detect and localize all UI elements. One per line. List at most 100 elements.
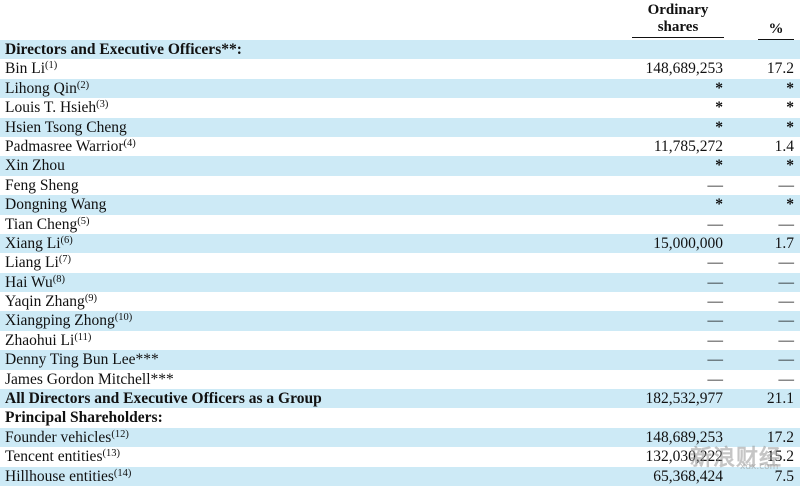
row-percent: — bbox=[778, 370, 795, 388]
row-name: Liang Li(7) bbox=[5, 253, 71, 272]
row-percent: — bbox=[778, 293, 795, 311]
footnote-marker: (6) bbox=[60, 234, 73, 246]
table-row: Padmasree Warrior(4) 11,785,272 1.4 bbox=[0, 137, 800, 156]
row-name: Feng Sheng bbox=[5, 176, 79, 195]
row-name-text: Louis T. Hsieh bbox=[5, 99, 97, 117]
row-name-text: Lihong Qin bbox=[5, 79, 77, 97]
row-name-text: Xiangping Zhong bbox=[5, 312, 115, 330]
table-row: Founder vehicles(12) 148,689,253 17.2 bbox=[0, 427, 800, 448]
row-ordinary-shares: 182,532,977 bbox=[645, 390, 724, 408]
footnote-marker: (4) bbox=[123, 137, 136, 149]
table-header: Ordinary shares % bbox=[0, 0, 800, 40]
row-name-text: Principal Shareholders: bbox=[5, 409, 163, 427]
table-row: James Gordon Mitchell*** — — bbox=[0, 370, 800, 389]
row-name-text: Liang Li bbox=[5, 254, 59, 272]
row-ordinary-shares: — bbox=[707, 370, 724, 388]
table-row: Dongning Wang * * bbox=[0, 195, 800, 215]
table-row: Tian Cheng(5) — — bbox=[0, 215, 800, 234]
row-name: Tencent entities(13) bbox=[5, 447, 120, 466]
row-name-text: Feng Sheng bbox=[5, 176, 79, 194]
row-name-text: Xin Zhou bbox=[5, 157, 65, 175]
row-name-text: James Gordon Mitchell*** bbox=[5, 370, 174, 388]
table-row: Xiang Li(6) 15,000,000 1.7 bbox=[0, 233, 800, 254]
table-row: Lihong Qin(2) * * bbox=[0, 78, 800, 99]
table-row: Principal Shareholders: bbox=[0, 408, 800, 427]
footnote-marker: (8) bbox=[52, 273, 65, 285]
row-percent: — bbox=[778, 254, 795, 272]
row-name: Dongning Wang bbox=[5, 195, 106, 214]
column-header-ordinary-shares: Ordinary shares bbox=[632, 2, 724, 38]
table-row: All Directors and Executive Officers as … bbox=[0, 389, 800, 409]
row-percent: * bbox=[786, 99, 794, 117]
row-name: Lihong Qin(2) bbox=[5, 79, 89, 98]
row-percent: 17.2 bbox=[766, 428, 794, 446]
row-name: Xiangping Zhong(10) bbox=[5, 311, 132, 330]
table-row: Hillhouse entities(14) 65,368,424 7.5 bbox=[0, 466, 800, 486]
footnote-marker: (9) bbox=[84, 293, 98, 305]
row-ordinary-shares: * bbox=[715, 118, 723, 136]
row-ordinary-shares: — bbox=[707, 215, 724, 233]
row-name-text: Dongning Wang bbox=[5, 196, 107, 214]
row-percent: * bbox=[786, 196, 794, 214]
row-name: James Gordon Mitchell*** bbox=[5, 370, 174, 389]
row-percent: 17.2 bbox=[766, 60, 794, 78]
table-row: Directors and Executive Officers**: bbox=[0, 40, 800, 60]
footnote-marker: (2) bbox=[76, 79, 90, 91]
row-percent: 1.7 bbox=[774, 234, 794, 252]
table-row: Bin Li(1) 148,689,253 17.2 bbox=[0, 59, 800, 78]
row-percent: * bbox=[786, 118, 794, 136]
row-name-text: Directors and Executive Officers**: bbox=[5, 41, 242, 58]
row-percent: — bbox=[778, 351, 795, 369]
table-row: Yaqin Zhang(9) — — bbox=[0, 292, 800, 311]
row-percent: 15.2 bbox=[766, 448, 794, 466]
row-name-text: Xiang Li bbox=[5, 234, 61, 252]
row-percent: * bbox=[786, 79, 794, 97]
row-name: Padmasree Warrior(4) bbox=[5, 137, 136, 156]
row-percent: * bbox=[786, 157, 794, 175]
row-name-text: Yaqin Zhang bbox=[5, 293, 85, 311]
row-ordinary-shares: 148,689,253 bbox=[645, 428, 724, 446]
row-name-text: Zhaohui Li bbox=[5, 331, 75, 349]
row-name-text: Tencent entities bbox=[5, 448, 103, 466]
row-name-text: Padmasree Warrior bbox=[5, 137, 124, 155]
row-name: Zhaohui Li(11) bbox=[5, 331, 91, 350]
row-name: Xin Zhou bbox=[5, 156, 65, 175]
row-ordinary-shares: * bbox=[715, 79, 723, 97]
row-name: Louis T. Hsieh(3) bbox=[5, 98, 108, 117]
table-row: Hsien Tsong Cheng * * bbox=[0, 117, 800, 137]
row-percent: 1.4 bbox=[774, 137, 794, 155]
footnote-marker: (1) bbox=[45, 60, 58, 72]
row-ordinary-shares: 65,368,424 bbox=[653, 467, 723, 485]
row-ordinary-shares: — bbox=[707, 312, 724, 330]
row-name: Bin Li(1) bbox=[5, 59, 57, 78]
table-row: Liang Li(7) — — bbox=[0, 253, 800, 272]
row-name: Directors and Executive Officers**: bbox=[5, 40, 242, 59]
row-name-text: Tian Cheng bbox=[5, 215, 78, 233]
row-ordinary-shares: 148,689,253 bbox=[645, 60, 724, 78]
footnote-marker: (13) bbox=[102, 448, 120, 460]
row-percent: — bbox=[778, 273, 795, 291]
row-name: Hsien Tsong Cheng bbox=[5, 118, 127, 137]
row-percent: — bbox=[778, 312, 795, 330]
row-ordinary-shares: — bbox=[707, 351, 724, 369]
row-name: Xiang Li(6) bbox=[5, 234, 73, 253]
row-name: Tian Cheng(5) bbox=[5, 215, 89, 234]
watermark-logo: 新浪财经 bbox=[690, 446, 783, 471]
row-percent: 7.5 bbox=[774, 467, 794, 485]
row-name: Founder vehicles(12) bbox=[5, 428, 129, 447]
row-percent: — bbox=[778, 215, 795, 233]
footnote-marker: (3) bbox=[96, 99, 109, 111]
row-ordinary-shares: — bbox=[707, 273, 724, 291]
table-row: Xiangping Zhong(10) — — bbox=[0, 311, 800, 331]
table-row: Zhaohui Li(11) — — bbox=[0, 331, 800, 350]
footnote-marker: (11) bbox=[74, 331, 92, 343]
row-name: All Directors and Executive Officers as … bbox=[5, 389, 322, 408]
row-ordinary-shares: * bbox=[715, 196, 723, 214]
table-row: Tencent entities(13) 132,030,222 15.2 bbox=[0, 447, 800, 466]
footnote-marker: (5) bbox=[77, 215, 90, 227]
row-name-text: Founder vehicles bbox=[5, 428, 112, 446]
row-ordinary-shares: * bbox=[715, 99, 723, 117]
table-row: Denny Ting Bun Lee*** — — bbox=[0, 350, 800, 370]
row-ordinary-shares: — bbox=[707, 254, 724, 272]
row-percent: — bbox=[778, 176, 795, 194]
